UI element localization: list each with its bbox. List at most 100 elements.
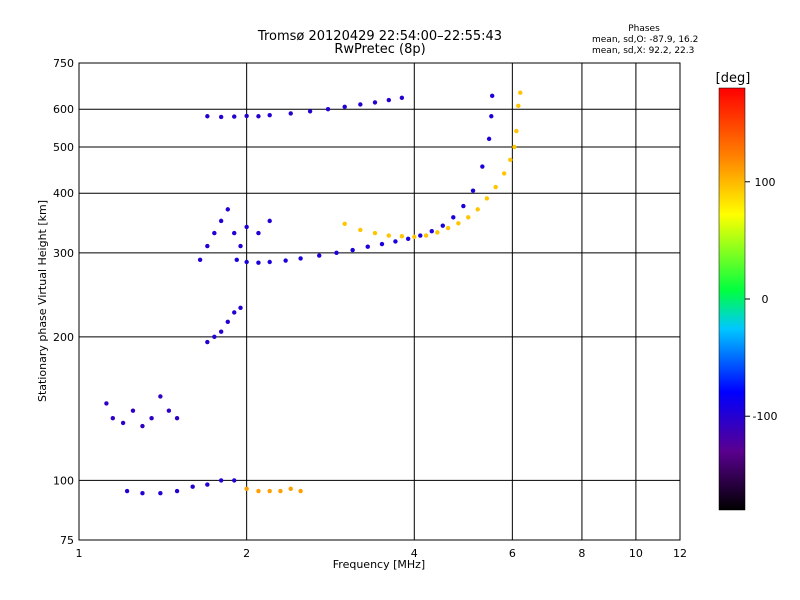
data-point (358, 227, 363, 233)
data-point (399, 95, 405, 101)
data-point (256, 260, 261, 265)
data-point (399, 234, 405, 239)
data-point (358, 102, 363, 107)
chart-title: Tromsø 20120429 22:54:00–22:55:43 (257, 29, 502, 44)
colorbar: [deg] 100 0 -100 (716, 71, 777, 511)
data-point (435, 230, 440, 235)
data-point (124, 488, 130, 494)
data-point (456, 221, 461, 226)
data-point (429, 228, 434, 234)
data-point (174, 488, 180, 494)
data-point (489, 93, 495, 99)
data-point (386, 97, 392, 103)
data-point (205, 243, 210, 249)
colorbar-tick-label: 0 (762, 293, 769, 306)
y-tick-label: 750 (53, 57, 74, 70)
data-point (298, 488, 303, 494)
y-tick-label: 75 (60, 534, 74, 547)
data-point (516, 103, 521, 109)
data-point (149, 416, 154, 421)
data-point (461, 203, 466, 209)
phase-info-x: mean, sd,X: 92.2, 22.3 (592, 46, 694, 56)
data-point (267, 259, 272, 265)
data-point (218, 114, 224, 120)
data-point (379, 241, 385, 247)
data-point (212, 230, 217, 236)
data-point (466, 215, 471, 220)
colorbar-ticks: 100 0 -100 (745, 176, 777, 423)
data-point (317, 253, 322, 258)
data-point (445, 225, 451, 231)
data-point (238, 243, 243, 249)
data-point (190, 484, 195, 489)
data-point (342, 221, 347, 227)
data-point (140, 423, 145, 429)
data-point (493, 184, 498, 190)
data-point (501, 171, 507, 176)
data-point (205, 114, 210, 119)
data-point (244, 113, 249, 119)
colorbar-gradient (718, 87, 746, 511)
data-point (470, 188, 476, 193)
grid (78, 62, 681, 541)
data-point (508, 157, 513, 163)
data-point (334, 250, 339, 256)
data-point (104, 401, 109, 406)
data-point (451, 215, 456, 220)
data-point (158, 394, 163, 399)
data-point (212, 334, 217, 340)
y-tick-label: 600 (53, 103, 74, 116)
colorbar-tick-label: -100 (753, 410, 778, 423)
data-point (514, 128, 519, 134)
y-tick-label: 200 (53, 331, 74, 344)
data-point (267, 488, 272, 494)
data-point (130, 408, 136, 413)
data-point (238, 305, 243, 311)
data-point (372, 230, 378, 236)
x-tick-label: 2 (243, 547, 250, 560)
phase-info-o: mean, sd,O: -87.9, 16.2 (592, 35, 698, 45)
data-point (218, 478, 224, 483)
data-point (372, 100, 378, 105)
y-tick-label: 400 (53, 187, 74, 200)
data-points (104, 90, 523, 496)
data-point (283, 258, 288, 263)
data-point (256, 488, 261, 494)
data-point (267, 218, 272, 224)
data-point (342, 104, 347, 110)
x-tick-label: 8 (578, 547, 585, 560)
data-point (205, 482, 210, 487)
data-point (486, 136, 492, 142)
x-tick-label: 12 (673, 547, 687, 560)
data-point (350, 247, 355, 253)
data-point (218, 218, 224, 224)
data-point (244, 224, 249, 230)
x-tick-label: 1 (76, 547, 83, 560)
data-point (288, 111, 293, 116)
x-tick-label: 6 (509, 547, 516, 560)
data-point (166, 408, 172, 413)
data-point (140, 491, 145, 496)
plot-frame (78, 62, 681, 541)
data-point (225, 319, 230, 325)
data-point (386, 233, 392, 238)
y-tick-label: 500 (53, 141, 74, 154)
data-point (218, 329, 224, 334)
data-point (232, 230, 237, 236)
y-axis-label: Stationary phase Virtual Height [km] (36, 200, 49, 402)
data-point (412, 234, 417, 240)
data-point (440, 223, 445, 228)
data-point (518, 90, 523, 95)
data-point (205, 339, 210, 345)
data-point (475, 207, 480, 212)
x-axis-label: Frequency [MHz] (333, 558, 425, 571)
data-point (423, 233, 429, 238)
data-point (225, 207, 230, 212)
data-point (256, 230, 261, 236)
data-point (232, 310, 237, 315)
data-point (234, 257, 239, 263)
data-point (197, 257, 203, 263)
data-point (120, 420, 126, 426)
